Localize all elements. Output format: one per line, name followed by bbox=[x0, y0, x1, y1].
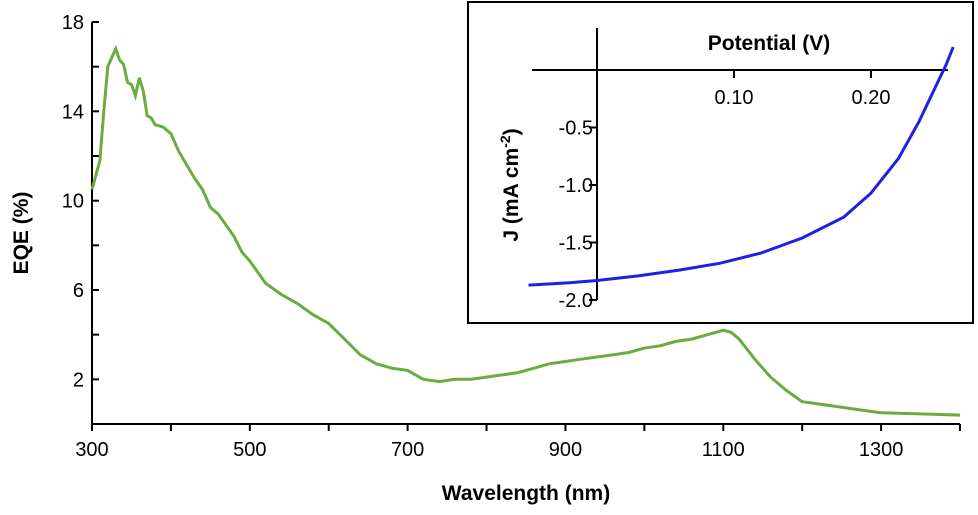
x-tick-label: 900 bbox=[549, 439, 582, 461]
inset-y-tick-label: -1.5 bbox=[559, 233, 593, 255]
inset-x-tick-label: 0.20 bbox=[852, 87, 891, 109]
inset-y-axis-title: J (mA cm-2) bbox=[497, 128, 523, 241]
inset-jv-plot: 0.10 0.20 -0.5 -1.0 -1.5 -2.0 Potential (V) J… bbox=[467, 1, 974, 324]
y-axis-title: EQE (%) bbox=[10, 192, 33, 275]
inset-x-tick-label: 0.10 bbox=[715, 87, 754, 109]
inset-axes bbox=[532, 28, 948, 300]
main-eqe-plot: 300 500 700 900 1100 1300 2 6 10 14 18 Wavelength … bbox=[10, 12, 961, 505]
x-tick-label: 1100 bbox=[702, 439, 745, 461]
inset-y-axis-title-main: J (mA cm bbox=[500, 148, 523, 242]
x-tick-label: 700 bbox=[391, 439, 424, 461]
y-tick-label: 2 bbox=[73, 369, 84, 391]
inset-y-tick-label: -2.0 bbox=[559, 290, 593, 312]
x-tick-label: 500 bbox=[233, 439, 266, 461]
x-tick-label: 300 bbox=[75, 439, 108, 461]
inset-ticks: 0.10 0.20 -0.5 -1.0 -1.5 -2.0 bbox=[559, 70, 891, 312]
inset-x-axis-title: Potential (V) bbox=[708, 32, 831, 55]
main-axes bbox=[91, 22, 960, 425]
inset-y-tick-label: -1.0 bbox=[559, 175, 593, 197]
x-axis-title: Wavelength (nm) bbox=[442, 482, 610, 505]
jv-series-line bbox=[528, 46, 955, 287]
x-tick-label: 1300 bbox=[859, 439, 904, 461]
inset-y-axis-title-superscript: -2 bbox=[497, 135, 513, 148]
y-tick-label: 18 bbox=[62, 12, 84, 34]
inset-y-axis-title-suffix: ) bbox=[500, 128, 523, 135]
main-ticks: 300 500 700 900 1100 1300 2 6 10 14 18 bbox=[62, 12, 961, 461]
y-tick-label: 6 bbox=[73, 280, 84, 302]
inset-y-tick-label: -0.5 bbox=[559, 118, 593, 140]
y-tick-label: 14 bbox=[62, 101, 84, 123]
inset-frame bbox=[467, 1, 974, 324]
y-tick-label: 10 bbox=[62, 191, 84, 213]
eqe-series-line bbox=[90, 44, 961, 417]
